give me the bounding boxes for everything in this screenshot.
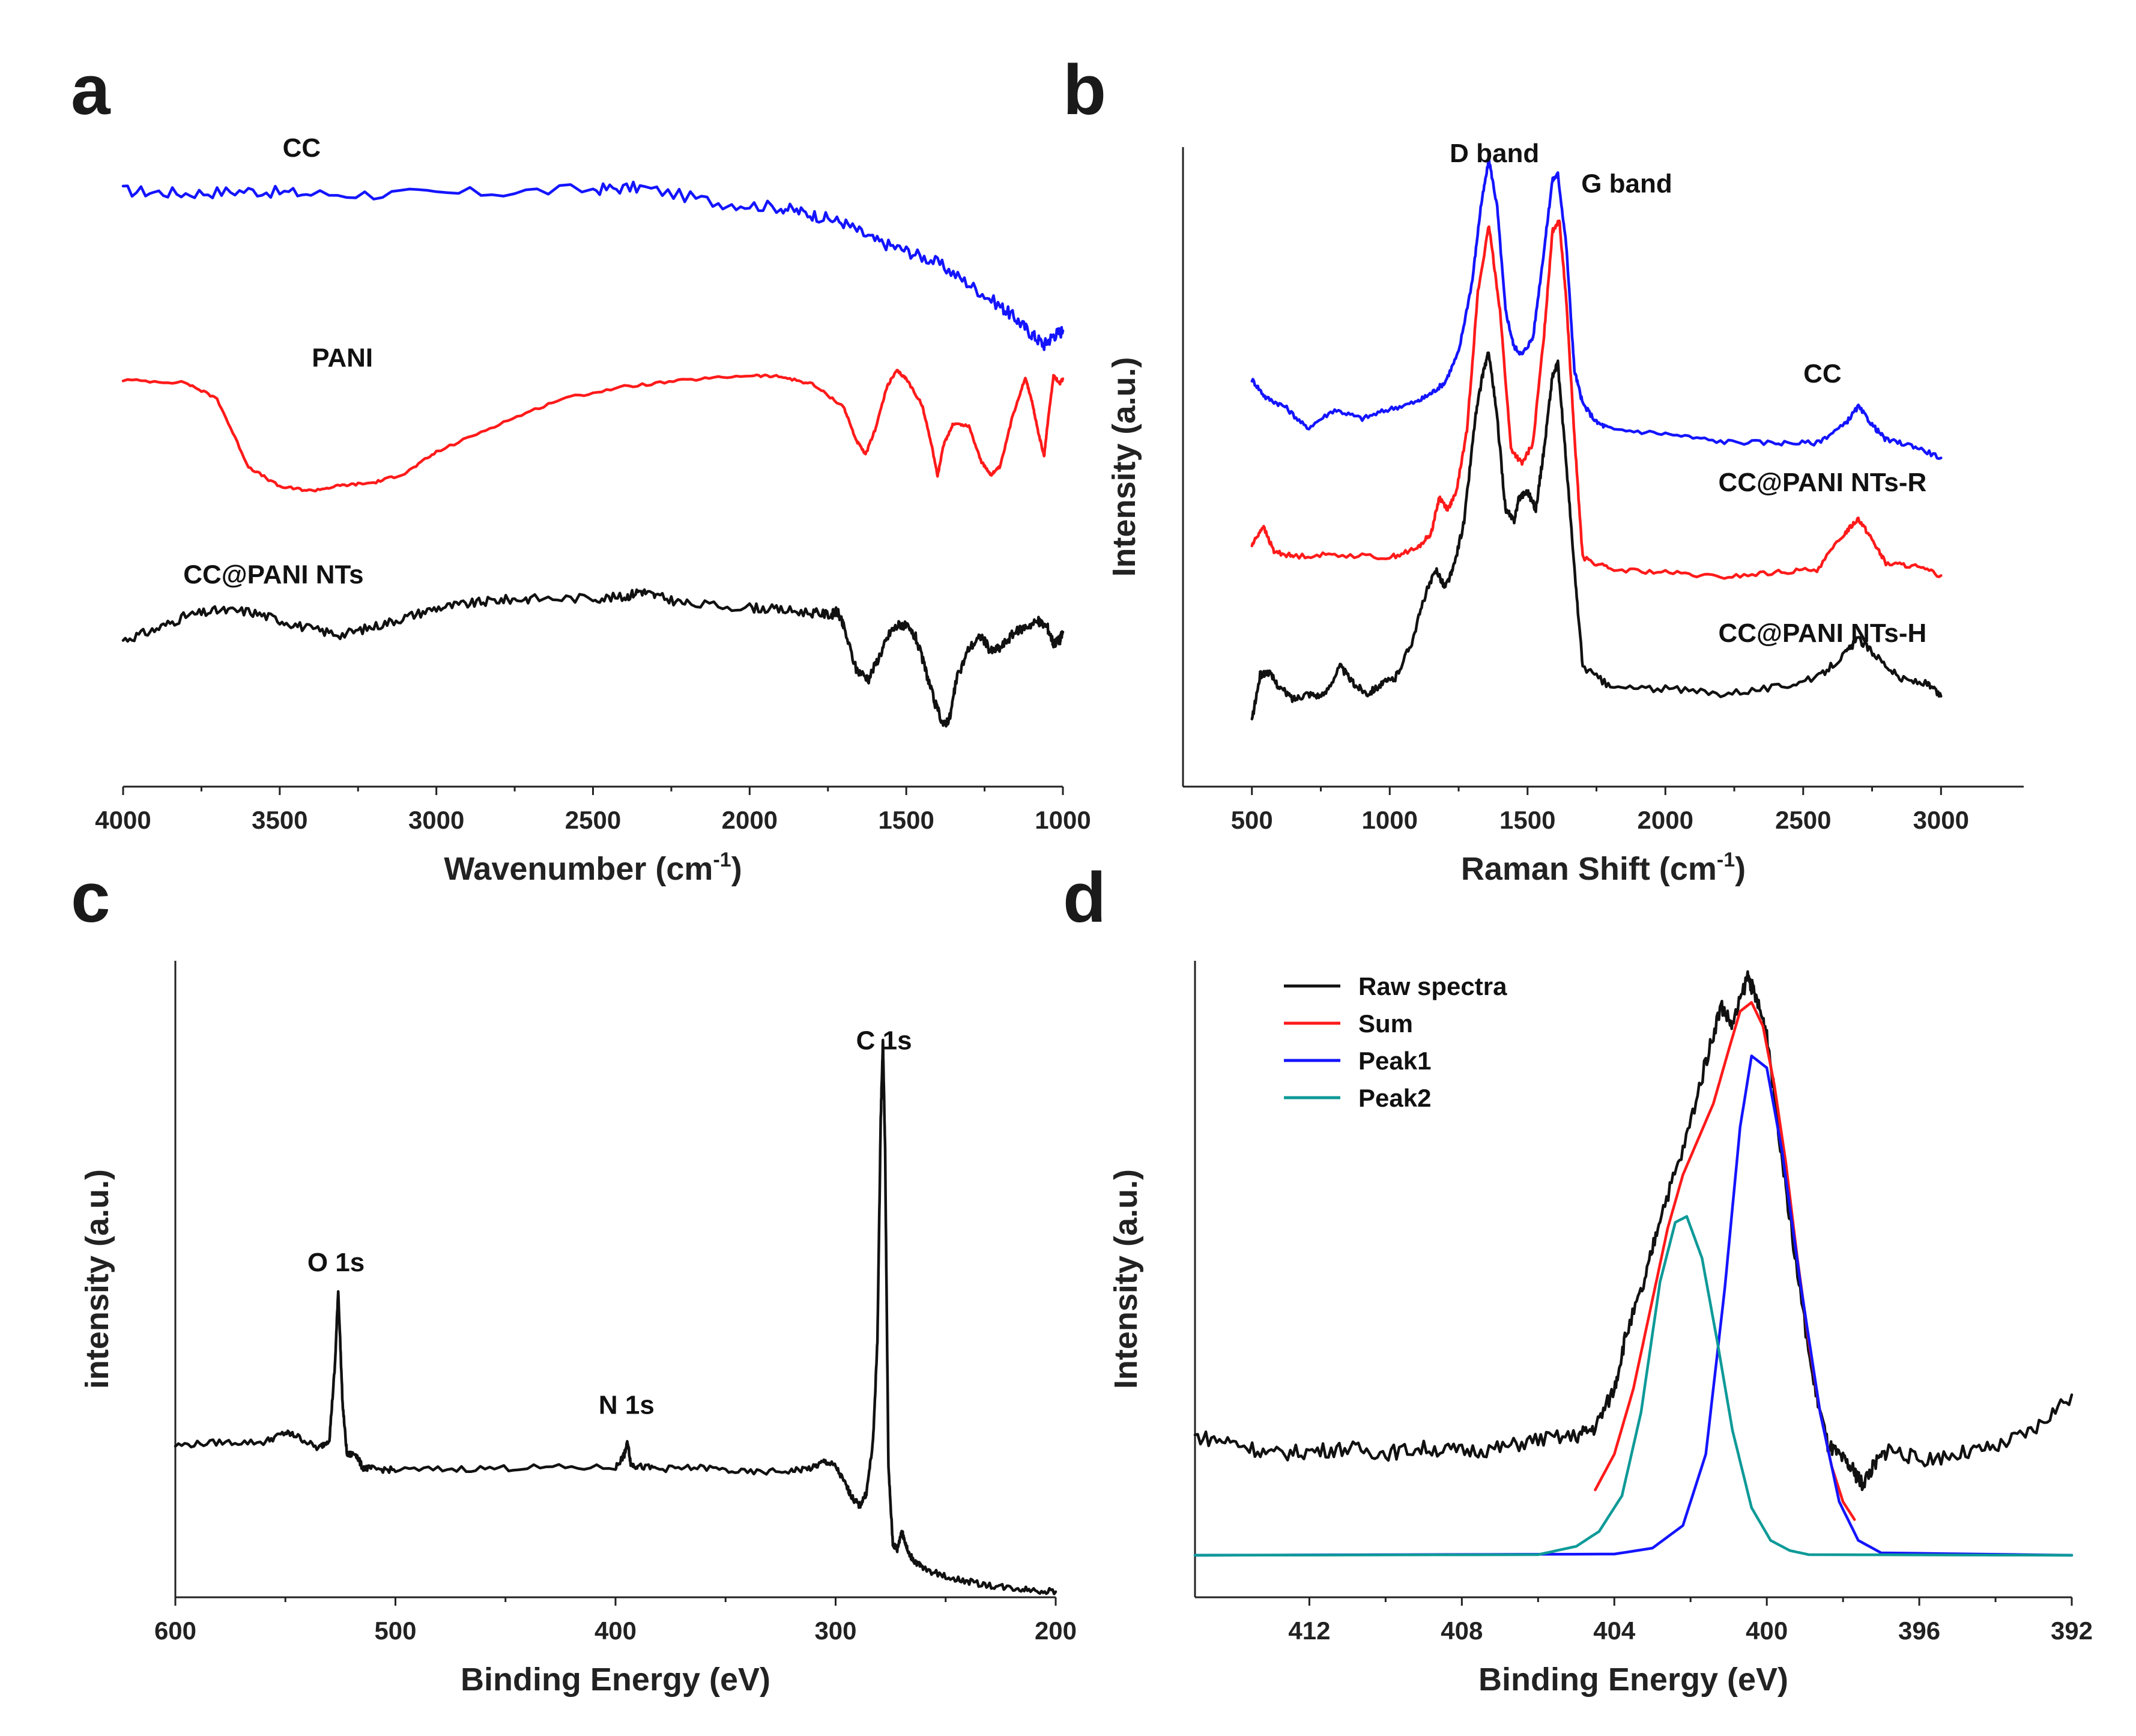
x-tick-label-3500: 3500 <box>252 806 307 834</box>
annotation-o-1s: O 1s <box>307 1248 365 1277</box>
x-tick-label-1000: 1000 <box>1362 806 1418 834</box>
panel-a: a 4000 3500 3000 2500 2000 1500 1000 Wavenumber … <box>71 50 1091 887</box>
x-tick-label-2000: 2000 <box>722 806 778 834</box>
x-axis-title: Binding Energy (eV) <box>1478 1662 1788 1698</box>
y-axis-title: intensity (a.u.) <box>79 1169 115 1389</box>
y-axis-title: Intensity (a.u.) <box>1108 1169 1144 1389</box>
series-cc-pani-nts-r <box>1250 219 1943 580</box>
series-spectrum <box>174 1038 1057 1595</box>
x-tick-label-3000: 3000 <box>408 806 464 834</box>
x-tick-label-500: 500 <box>1231 806 1273 834</box>
axes-c: 600 500 400 300 200 Binding Energy (eV) intens… <box>79 961 1077 1698</box>
annotation-g-band: G band <box>1581 169 1672 198</box>
panel-d: d 412 408 404 400 396 392 Binding Energy (eV) In… <box>1063 858 2093 1698</box>
y-axis-title: Intensity (a.u.) <box>1106 357 1142 576</box>
x-axis-title-main: Wavenumber (cm <box>444 851 713 887</box>
x-tick-label-404: 404 <box>1593 1617 1636 1645</box>
x-axis-title: Raman Shift (cm-1) <box>1461 848 1746 887</box>
x-tick-label-500: 500 <box>374 1617 416 1645</box>
x-axis-title: Wavenumber (cm-1) <box>444 848 742 887</box>
axes-b: 500 1000 1500 2000 2500 3000 Raman Shift (cm-1… <box>1106 147 2024 887</box>
annotation-cc-pani-nts-r: CC@PANI NTs-R <box>1719 468 1927 497</box>
annotation-cc: CC <box>283 133 321 163</box>
legend: Raw spectra Sum Peak1 Peak2 <box>1284 972 1507 1112</box>
legend-label-raw-spectra: Raw spectra <box>1358 972 1507 1000</box>
panel-letter-a: a <box>71 50 111 130</box>
panel-b: b 500 1000 1500 2000 2500 3000 Raman Shift (cm-… <box>1063 50 2024 887</box>
x-tick-label-1500: 1500 <box>1499 806 1555 834</box>
x-tick-label-412: 412 <box>1288 1617 1330 1645</box>
x-tick-label-392: 392 <box>2051 1617 2093 1645</box>
x-axis-title: Binding Energy (eV) <box>461 1662 770 1698</box>
legend-label-peak2: Peak2 <box>1358 1084 1431 1112</box>
series-cc-pani-nts-h <box>1250 351 1943 721</box>
legend-label-sum: Sum <box>1358 1009 1413 1038</box>
legend-label-peak1: Peak1 <box>1358 1047 1431 1075</box>
x-axis-title-main: Binding Energy (eV) <box>461 1662 770 1698</box>
x-axis-title-main: Binding Energy (eV) <box>1478 1662 1788 1698</box>
annotation-pani: PANI <box>312 343 373 373</box>
x-axis-title-main: Raman Shift (cm <box>1461 851 1717 887</box>
x-tick-label-1500: 1500 <box>878 806 934 834</box>
x-tick-label-200: 200 <box>1035 1617 1077 1645</box>
x-tick-label-408: 408 <box>1441 1617 1483 1645</box>
x-tick-label-1000: 1000 <box>1035 806 1091 834</box>
x-tick-label-396: 396 <box>1898 1617 1940 1645</box>
series-raw-spectra <box>1193 970 2074 1492</box>
series-pani <box>121 369 1065 493</box>
panel-letter-c: c <box>71 858 110 937</box>
annotation-cc: CC <box>1803 359 1842 389</box>
panel-c: c 600 500 400 300 200 Binding Energy (eV) inten… <box>71 858 1077 1698</box>
series-peak2 <box>1193 1215 2074 1557</box>
x-tick-label-3000: 3000 <box>1913 806 1969 834</box>
x-tick-label-600: 600 <box>154 1617 196 1645</box>
x-axis-title-sup: -1 <box>713 848 731 871</box>
annotation-c-1s: C 1s <box>856 1026 912 1056</box>
panel-letter-b: b <box>1063 50 1106 130</box>
series-peak1 <box>1193 1054 2074 1557</box>
annotation-d-band: D band <box>1450 139 1539 168</box>
series-cc <box>1250 158 1943 461</box>
x-tick-label-400: 400 <box>595 1617 637 1645</box>
x-tick-label-2000: 2000 <box>1638 806 1693 834</box>
axes-d: 412 408 404 400 396 392 Binding Energy (eV) Int… <box>1108 961 2093 1698</box>
annotation-cc-pani-nts: CC@PANI NTs <box>183 560 363 589</box>
x-axis-title-end: ) <box>1735 851 1746 887</box>
x-tick-label-300: 300 <box>814 1617 856 1645</box>
x-tick-label-400: 400 <box>1746 1617 1788 1645</box>
x-axis-title-sup: -1 <box>1717 848 1735 871</box>
x-axis-title-end: ) <box>731 851 742 887</box>
series-cc-pani-nts <box>121 588 1065 728</box>
annotation-cc-pani-nts-h: CC@PANI NTs-H <box>1719 618 1927 648</box>
x-tick-label-4000: 4000 <box>95 806 151 834</box>
panel-letter-d: d <box>1063 858 1106 937</box>
x-tick-label-2500: 2500 <box>565 806 621 834</box>
series-cc <box>121 180 1065 351</box>
axes-a: 4000 3500 3000 2500 2000 1500 1000 Wavenumber (… <box>95 785 1091 887</box>
x-tick-label-2500: 2500 <box>1775 806 1831 834</box>
annotation-n-1s: N 1s <box>599 1390 655 1420</box>
